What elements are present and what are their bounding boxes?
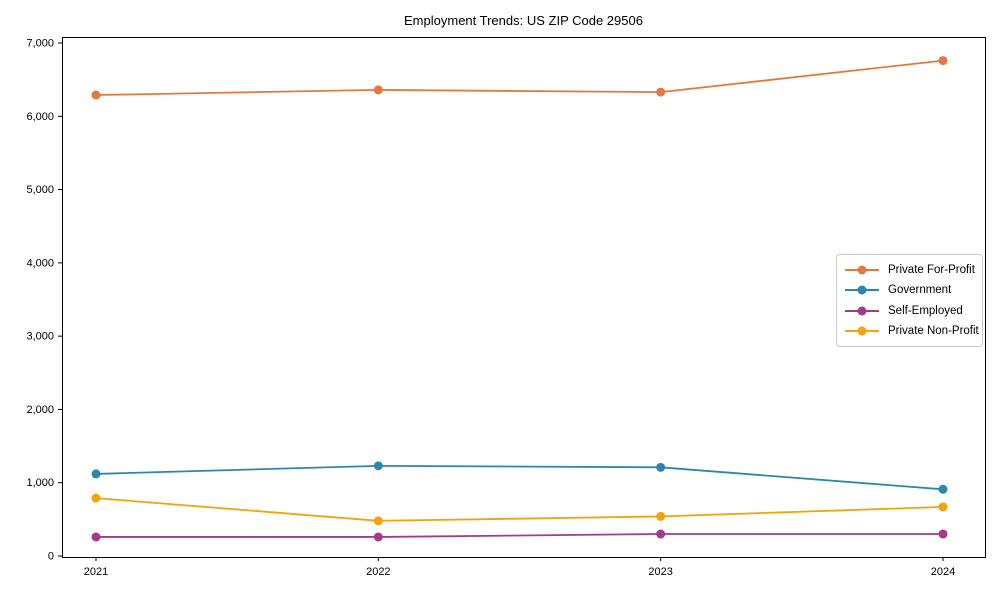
y-tick-label: 1,000	[26, 477, 54, 489]
data-point-private-non-profit-2024	[938, 502, 948, 512]
y-tick-label: 0	[48, 551, 54, 563]
legend-marker-line-dot-icon	[845, 269, 879, 272]
data-point-private-non-profit-2022	[373, 516, 383, 526]
data-point-self-employed-2023	[656, 529, 666, 539]
legend-label: Self-Employed	[888, 304, 963, 317]
y-tick-label: 3,000	[26, 331, 54, 343]
x-tick-label: 2024	[931, 566, 955, 578]
legend: Private For-Profit Government Self-Emplo…	[836, 254, 983, 347]
data-point-private-for-profit-2023	[656, 87, 666, 97]
data-point-self-employed-2024	[938, 529, 948, 539]
y-tick-label: 4,000	[26, 257, 54, 269]
chart-title: Employment Trends: US ZIP Code 29506	[404, 13, 643, 28]
legend-label: Private For-Profit	[888, 264, 975, 277]
legend-entry-government: Government	[845, 280, 974, 300]
y-tick-label: 2,000	[26, 404, 54, 416]
legend-entry-self-employed: Self-Employed	[845, 301, 974, 321]
legend-label: Private Non-Profit	[888, 324, 979, 337]
legend-label: Government	[888, 284, 952, 297]
series-line-government	[95, 464, 944, 491]
legend-marker-line-dot-icon	[845, 289, 879, 292]
x-tick-label: 2021	[84, 566, 108, 578]
data-point-private-for-profit-2022	[373, 85, 383, 95]
data-point-government-2022	[373, 461, 383, 471]
plot-area-border	[62, 37, 986, 558]
data-point-government-2021	[91, 469, 101, 479]
data-point-self-employed-2021	[91, 532, 101, 542]
x-tick-label: 2022	[366, 566, 390, 578]
y-tick-label: 5,000	[26, 184, 54, 196]
data-point-private-for-profit-2021	[91, 90, 101, 100]
series-line-self-employed	[96, 533, 943, 538]
legend-marker-line-dot-icon	[845, 329, 879, 332]
series-line-private-non-profit	[95, 497, 944, 522]
data-point-government-2023	[656, 462, 666, 472]
y-tick-label: 6,000	[26, 111, 54, 123]
data-point-private-non-profit-2023	[656, 511, 666, 521]
data-point-self-employed-2022	[373, 532, 383, 542]
data-point-government-2024	[938, 484, 948, 494]
legend-marker-line-dot-icon	[845, 309, 879, 312]
data-point-private-for-profit-2024	[938, 56, 948, 66]
x-tick-label: 2023	[648, 566, 672, 578]
y-tick-label: 7,000	[26, 38, 54, 50]
legend-entry-private-non-profit: Private Non-Profit	[845, 321, 979, 341]
data-point-private-non-profit-2021	[91, 493, 101, 503]
legend-entry-private-for-profit: Private For-Profit	[845, 260, 975, 280]
series-line-private-for-profit	[95, 59, 944, 96]
